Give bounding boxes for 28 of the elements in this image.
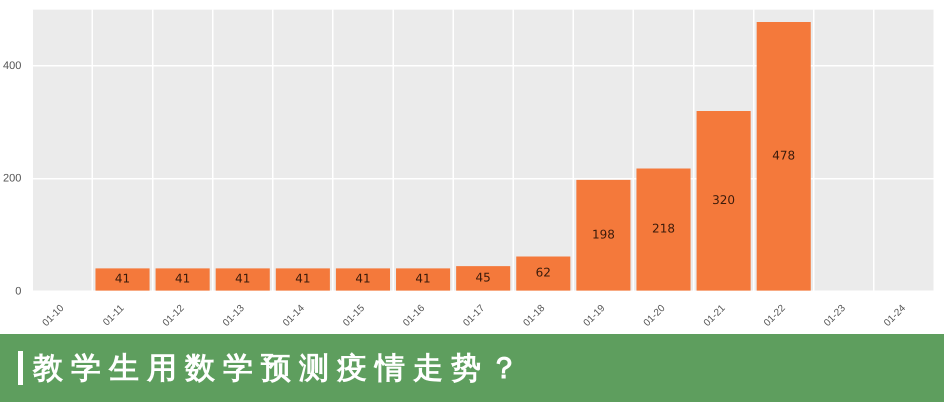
bar	[276, 268, 330, 291]
bar	[516, 256, 570, 291]
bar	[636, 168, 691, 291]
y-tick-label: 400	[2, 60, 22, 72]
y-tick-label: 0	[15, 285, 22, 298]
text: 教学生用数学预测疫情走势？	[33, 350, 527, 388]
data-label: 41	[174, 272, 190, 286]
data-label: 41	[295, 272, 310, 286]
bar	[696, 111, 751, 291]
data-label: 198	[592, 227, 615, 242]
data-label: 478	[772, 148, 796, 162]
data-label: 45	[476, 270, 491, 284]
data-label: 218	[652, 222, 675, 236]
bar	[95, 268, 150, 291]
data-label: 41	[415, 272, 431, 286]
data-label: 41	[235, 272, 250, 286]
y-tick-label: 200	[2, 172, 22, 185]
bar	[336, 268, 390, 291]
data-label: 41	[114, 272, 130, 286]
bar	[396, 268, 450, 291]
bar	[156, 268, 210, 291]
bar	[756, 22, 811, 291]
bar	[216, 268, 270, 291]
bar	[576, 180, 630, 291]
data-label: 41	[355, 272, 371, 286]
bar	[456, 266, 510, 291]
data-label: 62	[536, 266, 551, 280]
data-label: 320	[712, 192, 736, 207]
